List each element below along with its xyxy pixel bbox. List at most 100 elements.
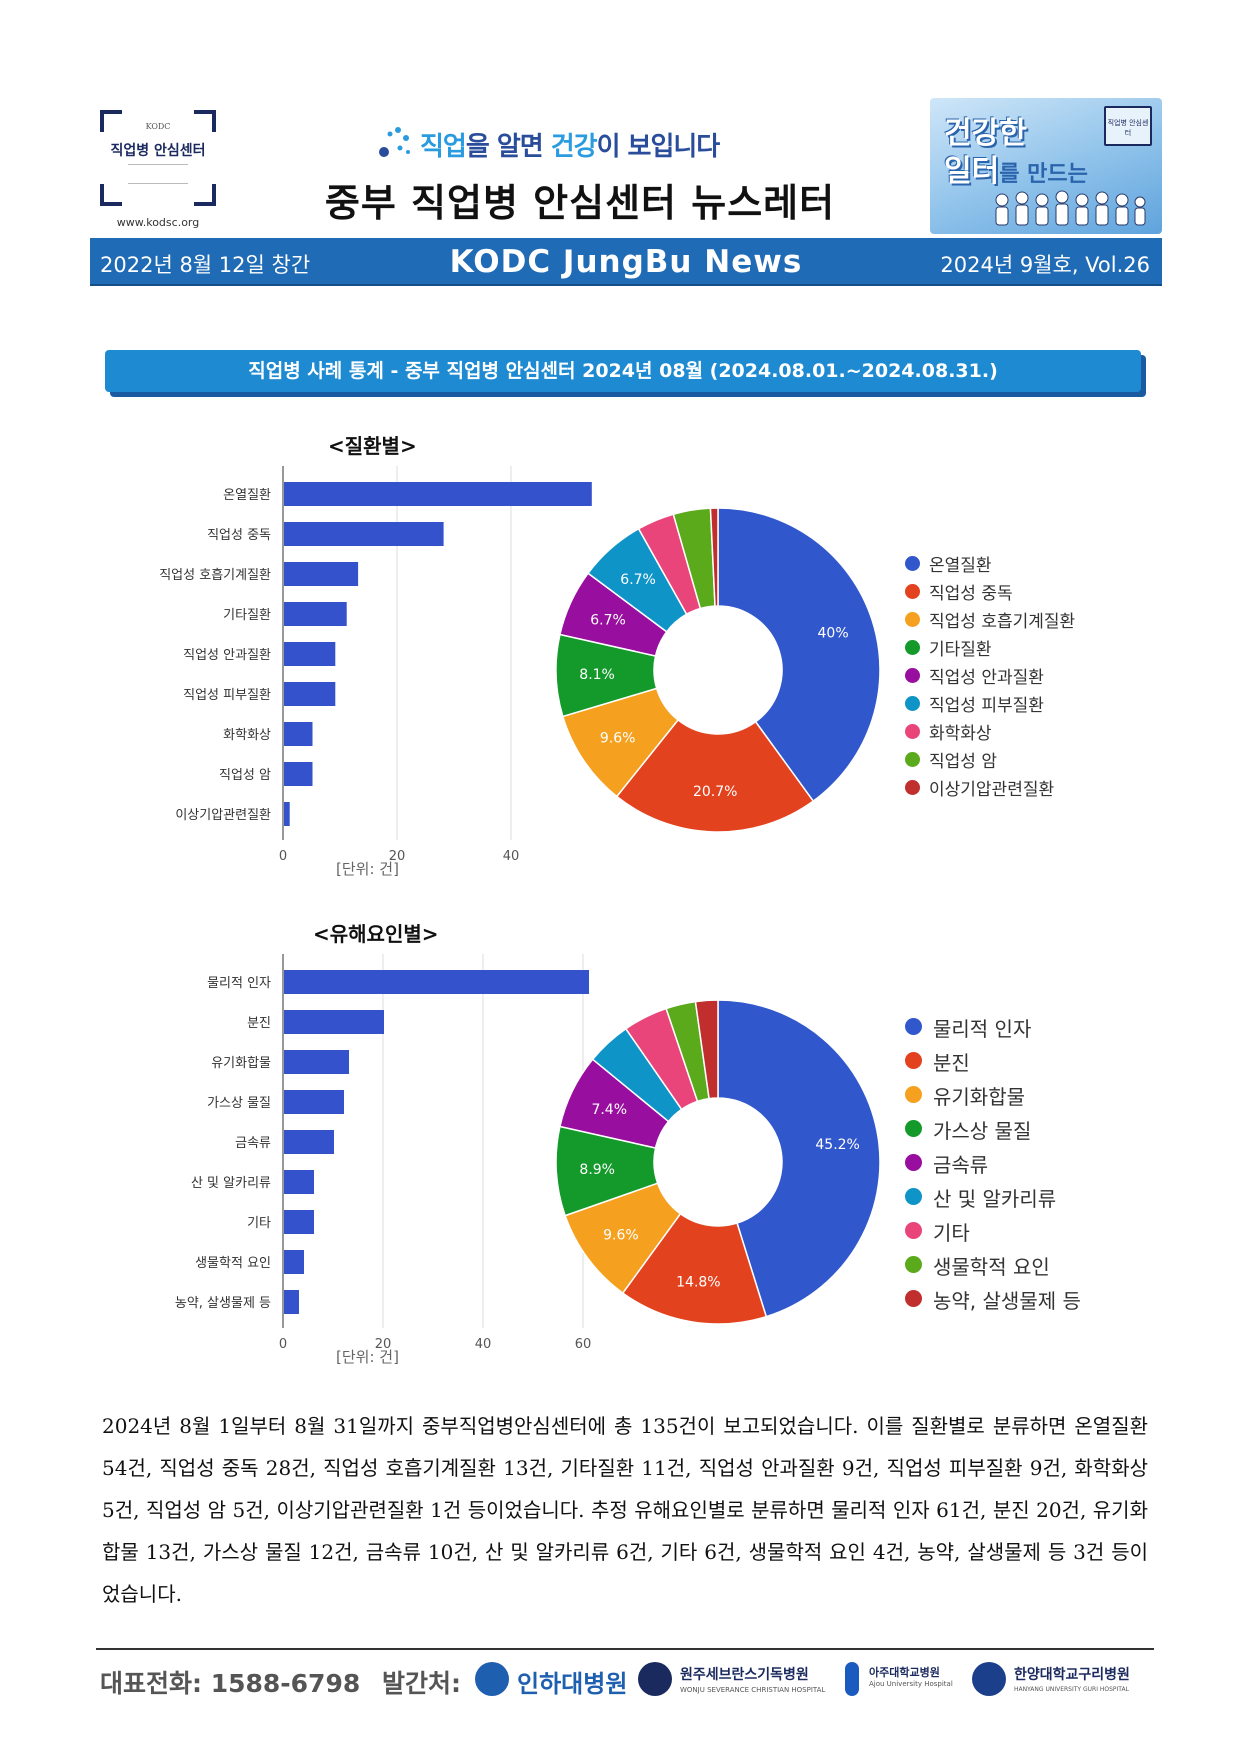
donut-slice	[717, 507, 881, 803]
legend-label: 농약, 살생물제 등	[933, 1289, 1081, 1313]
bar	[284, 1290, 299, 1314]
bar	[284, 762, 313, 786]
legend-swatch	[905, 1086, 922, 1103]
legend-swatch	[905, 1154, 922, 1171]
slice-label: 45.2%	[815, 1137, 859, 1153]
kodc-logo: KODC 직업병 안심센터	[100, 110, 216, 206]
category-label: 산 및 알카리류	[191, 1176, 271, 1191]
donut-slice	[615, 718, 815, 833]
legend-label: 분진	[933, 1051, 970, 1075]
category-label: 직업성 호흡기계질환	[159, 568, 271, 583]
inha-hospital-logo: 인하대병원	[475, 1660, 635, 1700]
slice-label: 9.6%	[600, 731, 636, 747]
legend-label: 직업성 안과질환	[929, 668, 1044, 688]
category-label: 분진	[247, 1016, 271, 1031]
legend-swatch	[905, 612, 920, 627]
legend-swatch	[905, 696, 920, 711]
x-tick-label: 60	[575, 1337, 592, 1348]
logo-url[interactable]: www.kodsc.org	[116, 216, 200, 229]
legend-swatch	[905, 1052, 922, 1069]
legend-label: 생물학적 요인	[933, 1255, 1050, 1279]
newsletter-title: 중부 직업병 안심센터 뉴스레터	[324, 181, 836, 225]
x-tick-label: 40	[475, 1337, 492, 1348]
donut-slice	[694, 999, 719, 1100]
bar	[284, 482, 592, 506]
x-tick-label: 40	[503, 849, 520, 860]
category-label: 온열질환	[223, 488, 271, 503]
slogan-text: 직업을 알면 건강이 보입니다	[420, 132, 720, 162]
logo-small-text: KODC	[145, 122, 171, 131]
badge-line1: 건강한	[944, 116, 1027, 151]
bar	[284, 682, 336, 706]
hospital-emblem-icon	[638, 1662, 672, 1696]
bar	[284, 722, 313, 746]
legend-label: 물리적 인자	[933, 1017, 1032, 1041]
people-illustration	[995, 190, 1146, 226]
founding-date: 2022년 8월 12일 창간	[100, 253, 311, 277]
legend-label: 화학화상	[929, 724, 992, 744]
slice-label: 6.7%	[620, 572, 656, 588]
donut-slice	[717, 999, 881, 1318]
bar	[284, 802, 290, 826]
x-tick-label: 20	[389, 849, 406, 860]
summary-paragraph: 2024년 8월 1일부터 8월 31일까지 중부직업병안심센터에 총 135건…	[102, 1414, 1148, 1606]
category-label: 생물학적 요인	[195, 1256, 271, 1271]
slice-label: 6.7%	[590, 613, 626, 629]
unit-label: [단위: 건]	[336, 860, 399, 878]
legend-swatch	[905, 724, 920, 739]
wonju-severance-logo: 원주세브란스기독병원 WONJU SEVERANCE CHRISTIAN HOS…	[638, 1660, 838, 1700]
legend-label: 직업성 암	[929, 752, 997, 772]
legend-label: 기타	[933, 1221, 970, 1245]
category-label: 화학화상	[223, 728, 271, 743]
badge-line2: 일터를 만드는	[944, 154, 1088, 189]
legend-label: 직업성 호흡기계질환	[929, 612, 1076, 632]
category-label: 가스상 물질	[207, 1096, 271, 1111]
bar	[284, 970, 589, 994]
hospital-emblem-icon	[972, 1662, 1006, 1696]
slice-label: 8.1%	[579, 667, 615, 683]
category-label: 기타	[247, 1216, 271, 1231]
legend-swatch	[905, 1188, 922, 1205]
category-label: 이상기압관련질환	[175, 808, 271, 823]
logo-corner	[100, 110, 122, 132]
legend-label: 직업성 중독	[929, 584, 1013, 604]
slice-label: 40%	[818, 626, 849, 642]
legend-label: 가스상 물질	[933, 1119, 1032, 1143]
logo-corner	[194, 110, 216, 132]
legend-swatch	[905, 1290, 922, 1307]
donut-slice	[709, 507, 719, 607]
sparkle-icon	[379, 127, 410, 157]
hazard-donut-chart: 45.2% 14.8% 9.6% 8.9% 7.4%	[555, 999, 881, 1325]
x-tick-label: 20	[375, 1337, 392, 1348]
hanyang-guri-logo: 한양대학교구리병원 HANYANG UNIVERSITY GURI HOSPIT…	[972, 1660, 1150, 1700]
healthy-workplace-badge: 건강한 일터를 만드는 직업병 안심센터	[930, 98, 1162, 234]
slice-label: 9.6%	[603, 1227, 639, 1243]
issue-bar: 2022년 8월 12일 창간 KODC JungBu News 2024년 9…	[90, 238, 1162, 286]
legend-swatch	[905, 1222, 922, 1239]
issue-number: 2024년 9월호, Vol.26	[940, 253, 1150, 277]
publication-name: KODC JungBu News	[449, 244, 803, 280]
logo-corner	[100, 184, 122, 206]
logo-name: 직업병 안심센터	[110, 143, 206, 159]
category-label: 직업성 암	[219, 768, 271, 783]
section-title: 직업병 사례 통계 - 중부 직업병 안심센터 2024년 08월 (2024.…	[105, 350, 1141, 392]
legend-swatch	[905, 640, 920, 655]
bar	[284, 602, 347, 626]
x-tick-label: 0	[279, 1337, 287, 1348]
hospital-emblem-icon	[475, 1662, 509, 1696]
footer-publisher-label: 발간처:	[382, 1669, 461, 1698]
legend-swatch	[905, 1120, 922, 1137]
category-label: 직업성 피부질환	[183, 688, 271, 703]
slice-label: 8.9%	[579, 1162, 615, 1178]
legend-swatch	[905, 584, 920, 599]
disease-chart-title: <질환별>	[328, 434, 417, 458]
bar	[284, 642, 336, 666]
unit-label: [단위: 건]	[336, 1348, 399, 1366]
bar	[284, 1210, 314, 1234]
legend-label: 온열질환	[929, 556, 992, 576]
slice-label: 20.7%	[693, 784, 737, 800]
legend-label: 직업성 피부질환	[929, 696, 1044, 716]
category-label: 농약, 살생물제 등	[175, 1296, 271, 1311]
